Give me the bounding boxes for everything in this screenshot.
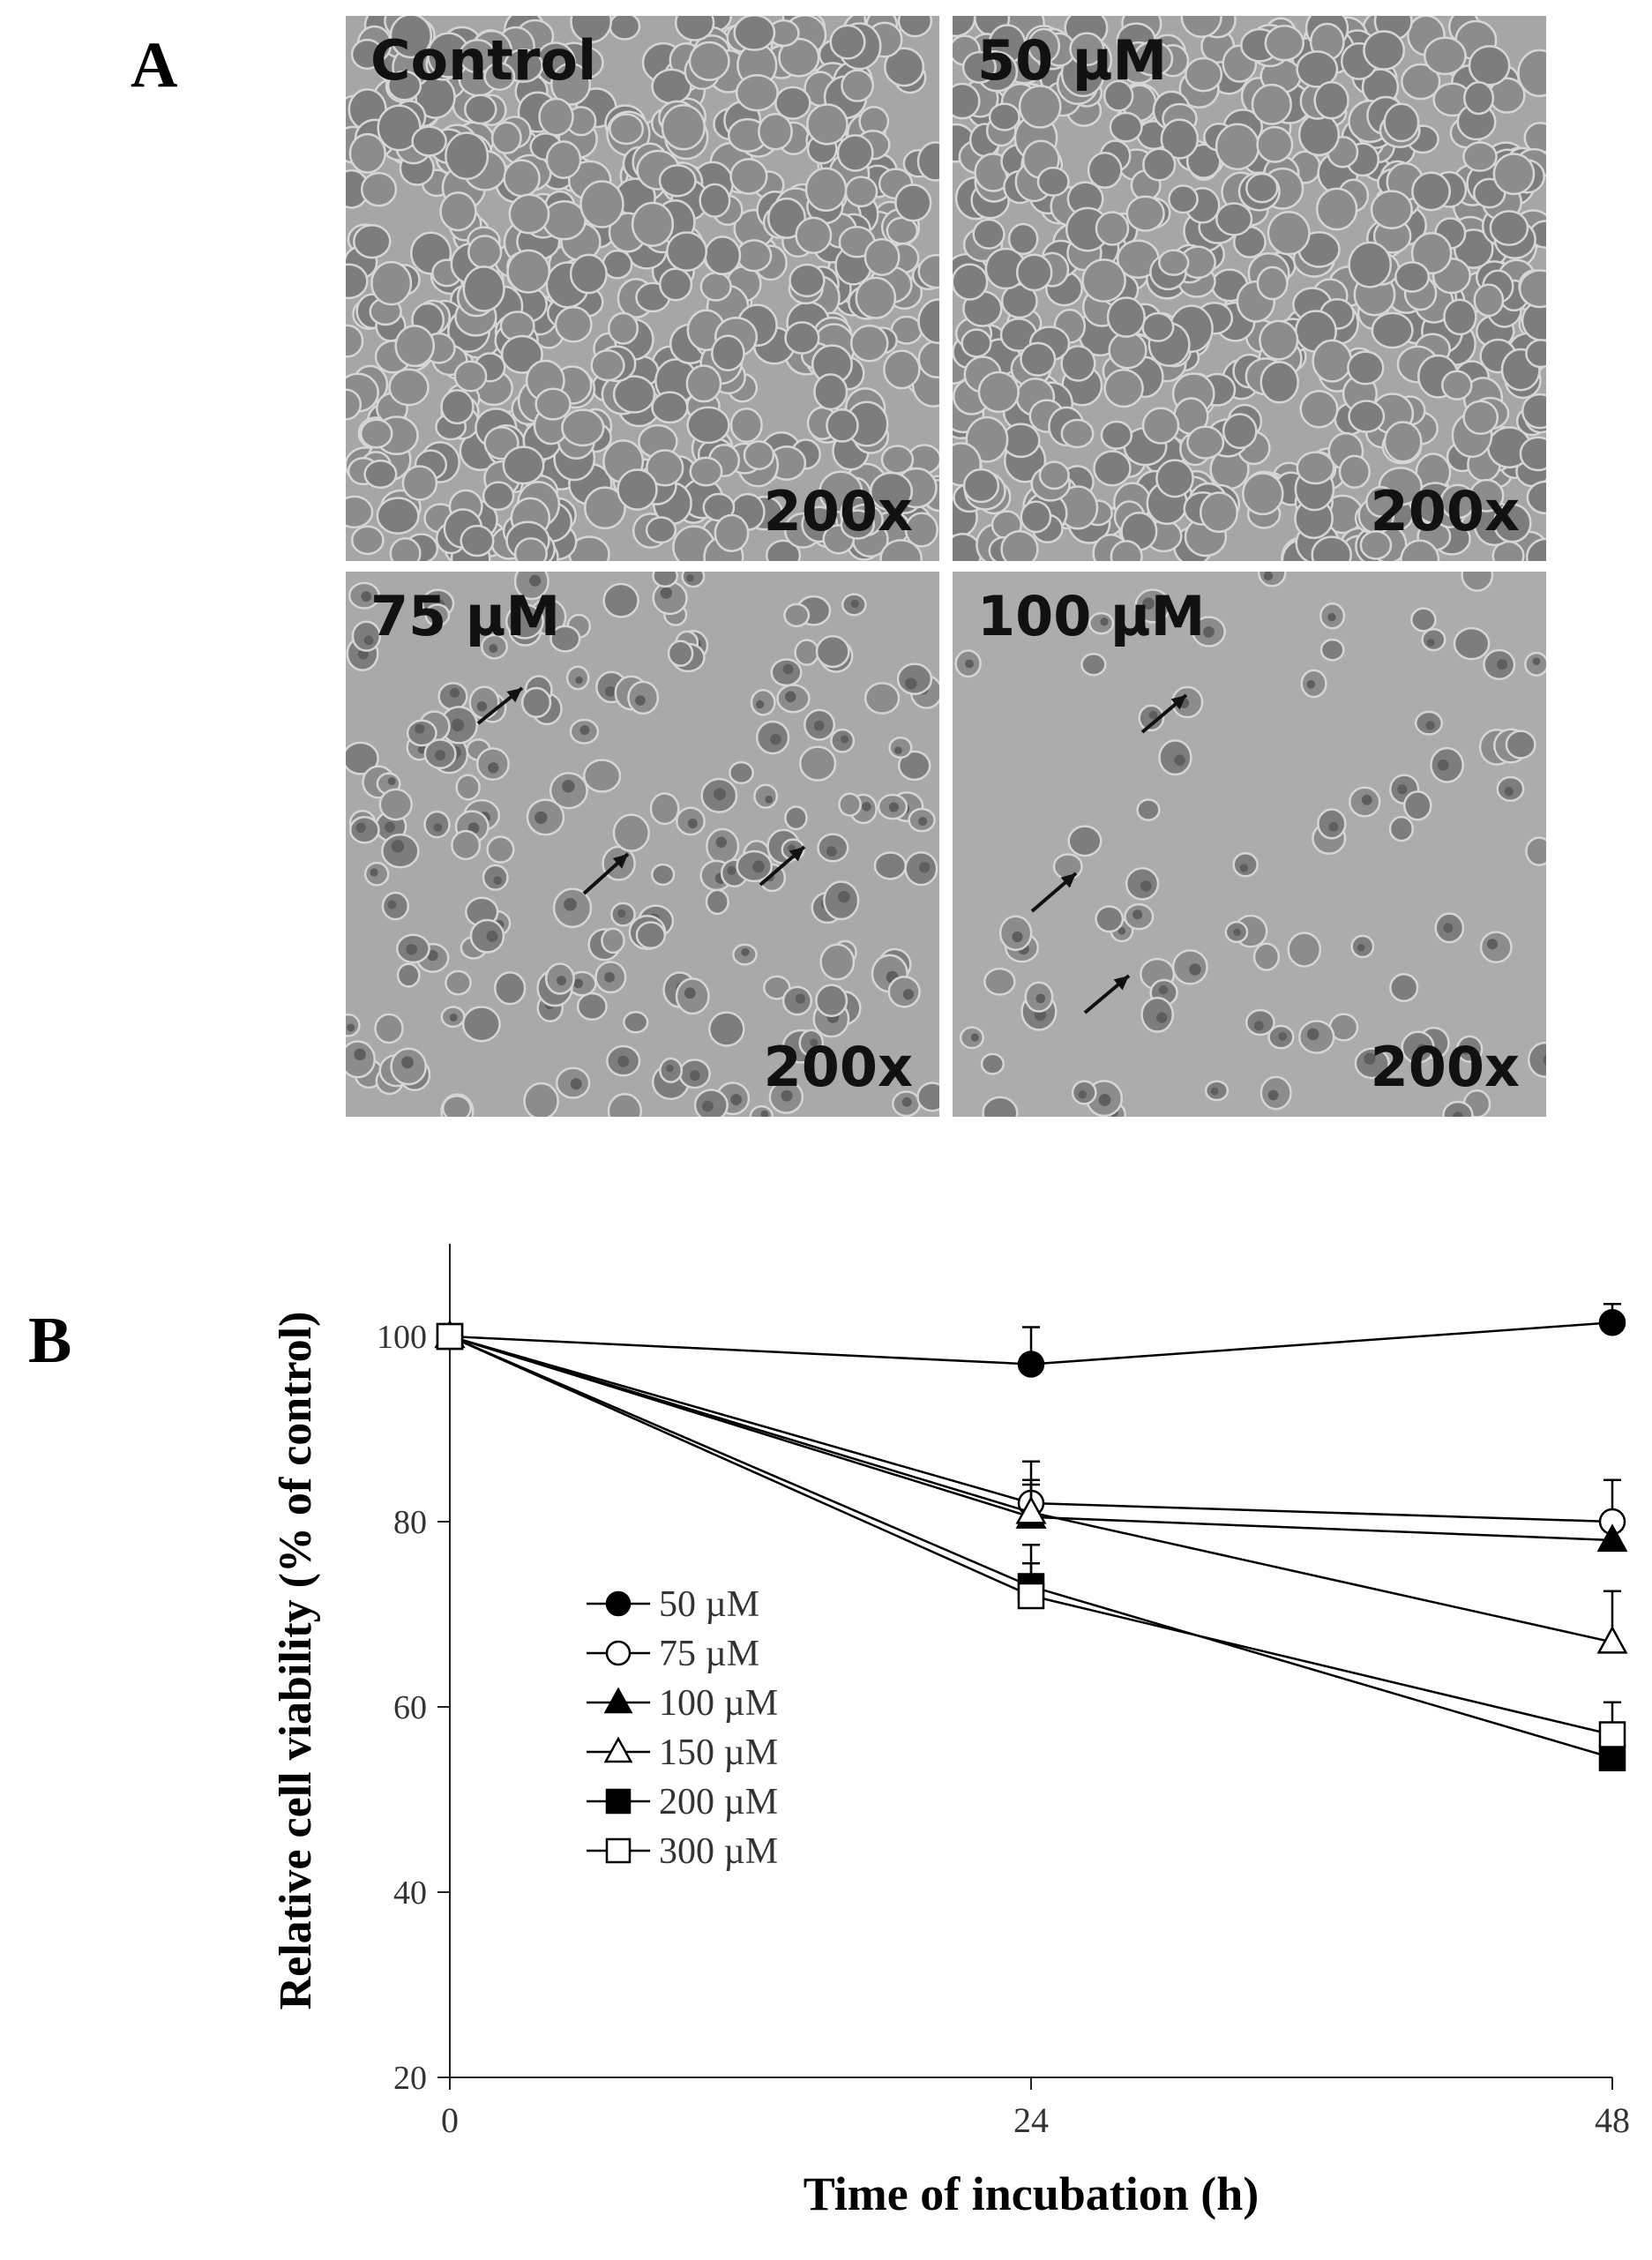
legend-label: 150 µM — [659, 1732, 778, 1773]
panel-label-b: B — [28, 1305, 72, 1377]
cell-field-75um — [346, 572, 939, 1117]
legend-marker — [605, 1788, 632, 1815]
data-point — [436, 1322, 464, 1351]
data-point — [1015, 1495, 1047, 1524]
series-line — [449, 1335, 1613, 1736]
cell-field-50um — [953, 16, 1546, 561]
data-point — [1017, 1582, 1045, 1610]
condition-label: 50 µM — [977, 28, 1168, 93]
y-tick-label: 60 — [393, 1689, 427, 1726]
x-tick-label: 0 — [441, 2100, 459, 2140]
legend-entry: 75 µM — [587, 1634, 759, 1674]
panel-label-a: A — [131, 29, 178, 101]
magnification-label: 200x — [763, 1035, 913, 1099]
viability-chart: 20 40 60 80 100 0 24 48 Time of incubation (h) Re… — [271, 1244, 1630, 2220]
micrograph-100um: 100 µM 200x — [953, 572, 1546, 1117]
y-axis-title: Relative cell viability (% of control) — [271, 1312, 321, 2010]
cell-field-control — [346, 16, 939, 561]
legend-entry: 200 µM — [587, 1782, 778, 1822]
x-tick-label: 24 — [1013, 2100, 1049, 2140]
data-point — [1017, 1351, 1045, 1378]
y-tick-label: 20 — [393, 2060, 427, 2097]
series-50m — [436, 1303, 1626, 1378]
y-tick-label: 80 — [393, 1504, 427, 1541]
cell-field-100um — [953, 572, 1546, 1117]
legend-entry: 50 µM — [587, 1584, 759, 1625]
x-tick-label: 48 — [1595, 2100, 1630, 2140]
x-axis-title: Time of incubation (h) — [804, 2167, 1260, 2220]
data-point — [1598, 1309, 1626, 1336]
legend-marker — [605, 1837, 632, 1864]
y-tick-label: 100 — [377, 1319, 427, 1356]
series-300m — [436, 1322, 1626, 1748]
micrograph-50um: 50 µM 200x — [953, 16, 1546, 561]
legend-marker — [605, 1640, 632, 1666]
y-tick-label: 40 — [393, 1875, 427, 1912]
data-point — [1598, 1721, 1626, 1748]
legend-entry: 150 µM — [587, 1732, 778, 1773]
legend-label: 75 µM — [659, 1634, 759, 1674]
legend-label: 300 µM — [659, 1831, 778, 1872]
condition-label: 100 µM — [977, 584, 1206, 648]
legend-marker — [603, 1736, 633, 1763]
magnification-label: 200x — [763, 479, 913, 543]
data-point — [1598, 1744, 1626, 1771]
magnification-label: 200x — [1370, 1035, 1520, 1099]
legend-marker — [605, 1590, 632, 1617]
data-point — [1596, 1523, 1628, 1553]
legend-label: 100 µM — [659, 1683, 778, 1724]
legend-entry: 300 µM — [587, 1831, 778, 1872]
condition-label: 75 µM — [370, 584, 561, 648]
data-point — [1596, 1625, 1628, 1654]
condition-label: Control — [370, 28, 597, 93]
magnification-label: 200x — [1370, 479, 1520, 543]
legend-label: 200 µM — [659, 1782, 778, 1822]
legend-label: 50 µM — [659, 1584, 759, 1625]
legend-marker — [603, 1687, 633, 1714]
micrograph-control: Control 200x — [346, 16, 939, 561]
legend-entry: 100 µM — [587, 1683, 778, 1724]
micrograph-75um: 75 µM 200x — [346, 572, 939, 1117]
